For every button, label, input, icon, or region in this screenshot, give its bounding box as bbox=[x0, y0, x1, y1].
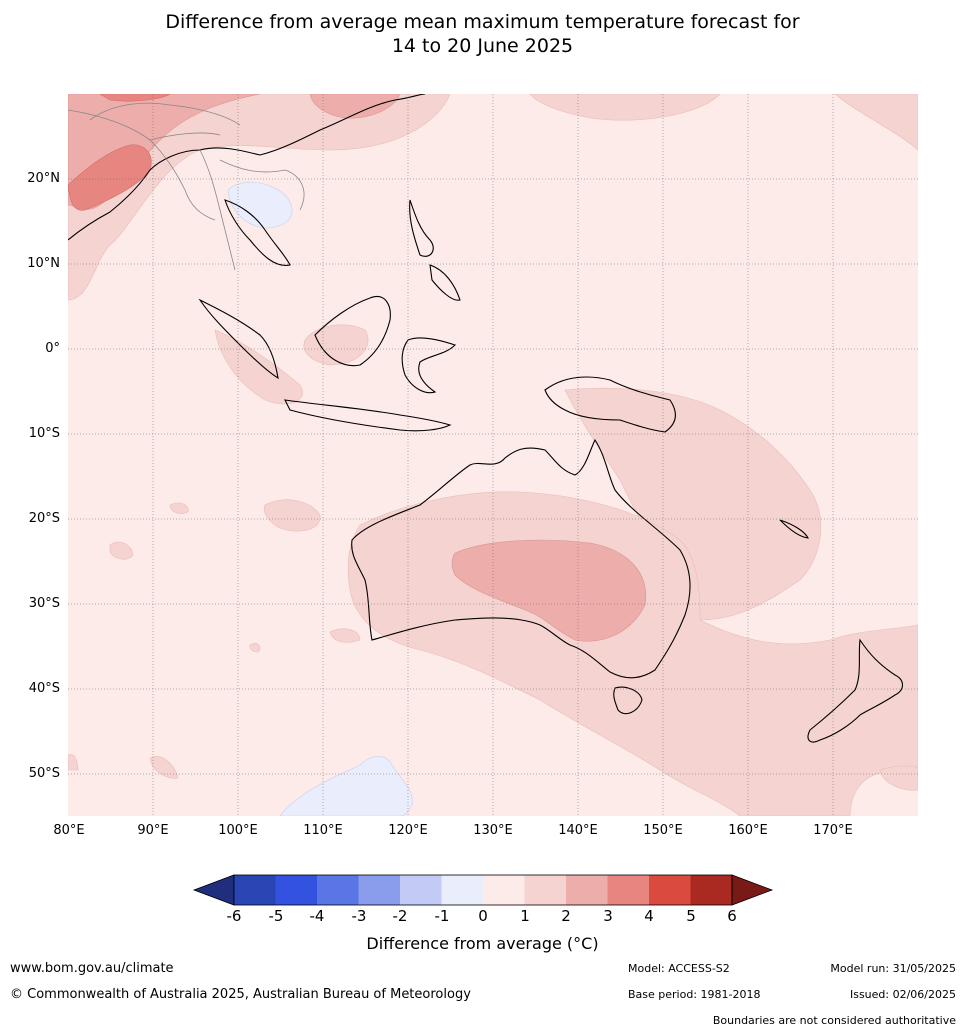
colorbar-label: Difference from average (°C) bbox=[366, 934, 599, 953]
colorbar-tick: -6 bbox=[226, 907, 242, 925]
colorbar-tick: -2 bbox=[392, 907, 408, 925]
anomaly-1-2-regions bbox=[68, 94, 918, 816]
gridlines bbox=[68, 94, 918, 816]
lon-label-110e: 110°E bbox=[303, 823, 343, 838]
lat-label-10s: 10°S bbox=[28, 426, 60, 441]
colorbar-tick: -3 bbox=[351, 907, 367, 925]
lat-label-20s: 20°S bbox=[28, 511, 60, 526]
website-link[interactable]: www.bom.gov.au/climate bbox=[10, 961, 174, 976]
lon-label-140e: 140°E bbox=[558, 823, 598, 838]
lat-label-10n: 10°N bbox=[27, 256, 60, 271]
country-boundaries bbox=[68, 102, 305, 271]
lat-label-40s: 40°S bbox=[28, 681, 60, 696]
colorbar-cells bbox=[192, 874, 774, 906]
lon-label-170e: 170°E bbox=[813, 823, 853, 838]
title-line-2: 14 to 20 June 2025 bbox=[391, 35, 574, 57]
colorbar-tick: 5 bbox=[686, 907, 696, 925]
title-line-1: Difference from average mean maximum tem… bbox=[165, 11, 800, 33]
disclaimer-text: Boundaries are not considered authoritat… bbox=[712, 1014, 956, 1027]
colorbar-cell bbox=[441, 875, 483, 905]
colorbar-cell bbox=[317, 875, 359, 905]
lon-label-130e: 130°E bbox=[473, 823, 513, 838]
colorbar-extend-low bbox=[192, 874, 235, 906]
lon-label-90e: 90°E bbox=[137, 823, 169, 838]
lon-label-100e: 100°E bbox=[218, 823, 258, 838]
issued-text: Issued: 02/06/2025 bbox=[849, 988, 956, 1001]
colorbar-tick: -4 bbox=[309, 907, 325, 925]
colorbar-cell bbox=[649, 875, 691, 905]
coastlines bbox=[68, 94, 904, 743]
lat-label-30s: 30°S bbox=[28, 596, 60, 611]
colorbar-tick: 6 bbox=[727, 907, 737, 925]
lat-label-50s: 50°S bbox=[28, 766, 60, 781]
colorbar-cell bbox=[483, 875, 525, 905]
lon-label-120e: 120°E bbox=[388, 823, 428, 838]
colorbar-tick: 2 bbox=[561, 907, 571, 925]
colorbar-tick: 4 bbox=[644, 907, 654, 925]
lon-label-150e: 150°E bbox=[643, 823, 683, 838]
lat-label-0: 0° bbox=[45, 341, 60, 356]
map-title: Difference from average mean maximum tem… bbox=[0, 10, 965, 58]
colorbar-cell bbox=[690, 875, 732, 905]
colorbar-tick: -1 bbox=[434, 907, 450, 925]
colorbar-frame bbox=[233, 874, 733, 906]
copyright-text: © Commonwealth of Australia 2025, Austra… bbox=[10, 987, 471, 1002]
colorbar-tick: 1 bbox=[520, 907, 530, 925]
colorbar-cell bbox=[234, 875, 276, 905]
colorbar-cell bbox=[524, 875, 566, 905]
lon-label-160e: 160°E bbox=[728, 823, 768, 838]
lon-label-80e: 80°E bbox=[53, 823, 85, 838]
colorbar-cell bbox=[275, 875, 317, 905]
model-text: Model: ACCESS-S2 bbox=[628, 962, 730, 975]
colorbar-cell bbox=[607, 875, 649, 905]
colorbar-tick: 3 bbox=[603, 907, 613, 925]
lat-label-20n: 20°N bbox=[27, 171, 60, 186]
forecast-map bbox=[68, 94, 918, 816]
model-run-text: Model run: 31/05/2025 bbox=[830, 962, 956, 975]
colorbar-cell bbox=[358, 875, 400, 905]
colorbar-tick: 0 bbox=[478, 907, 488, 925]
colorbar-tick: -5 bbox=[268, 907, 284, 925]
colorbar-extend-high bbox=[731, 874, 774, 906]
colorbar-cell bbox=[566, 875, 608, 905]
base-period-text: Base period: 1981-2018 bbox=[628, 988, 761, 1001]
colorbar-cell bbox=[400, 875, 442, 905]
colorbar bbox=[192, 874, 774, 906]
anomaly-minus1-0-regions bbox=[227, 181, 413, 816]
